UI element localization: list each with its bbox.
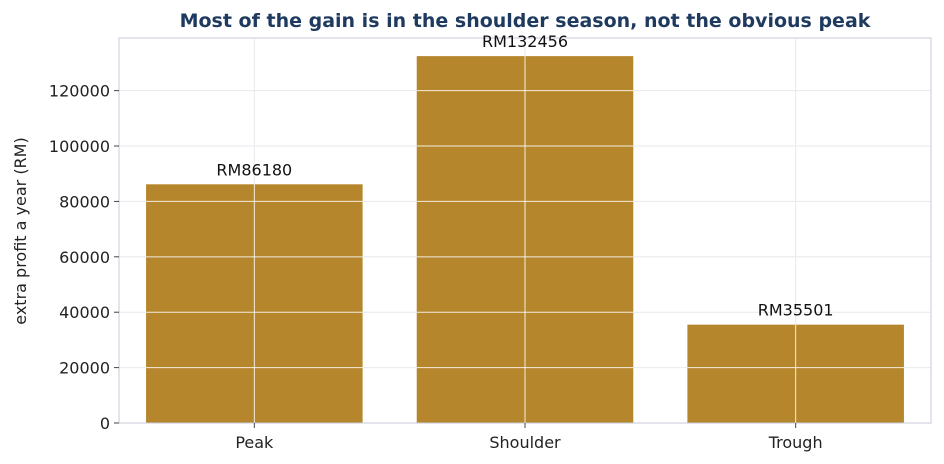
- y-tick-label: 0: [100, 414, 110, 433]
- y-tick-label: 120000: [49, 82, 110, 101]
- y-axis-label: extra profit a year (RM): [11, 137, 30, 324]
- x-tick-label: Peak: [235, 433, 274, 452]
- y-tick-label: 40000: [59, 303, 110, 322]
- y-tick-label: 20000: [59, 359, 110, 378]
- y-tick-label: 60000: [59, 248, 110, 267]
- x-tick-label: Trough: [768, 433, 823, 452]
- data-label-shoulder: RM132456: [482, 32, 568, 51]
- data-label-trough: RM35501: [758, 301, 834, 320]
- x-axis-ticks: Peak Shoulder Trough: [235, 423, 823, 452]
- y-tick-label: 80000: [59, 192, 110, 211]
- data-label-peak: RM86180: [216, 160, 292, 179]
- x-tick-label: Shoulder: [489, 433, 561, 452]
- chart-title: Most of the gain is in the shoulder seas…: [180, 10, 871, 32]
- y-tick-label: 100000: [49, 137, 110, 156]
- data-labels: RM86180 RM132456 RM35501: [216, 32, 833, 320]
- y-axis-ticks: 0 20000 40000 60000 80000 100000 120000: [49, 82, 119, 433]
